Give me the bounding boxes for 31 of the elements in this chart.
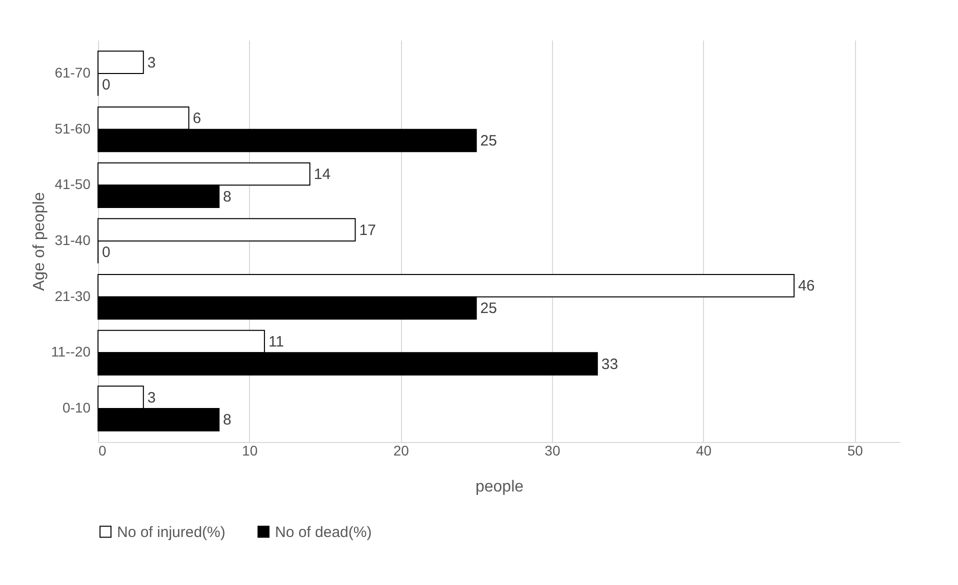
y-tick-label: 11--20: [51, 344, 91, 360]
x-axis-title: people: [475, 478, 524, 496]
y-axis-title: Age of people: [31, 192, 48, 291]
x-tick-label: 20: [393, 442, 410, 458]
x-tick-label: 30: [544, 442, 560, 458]
data-label: 25: [480, 132, 497, 150]
data-label: 3: [147, 389, 156, 406]
x-tick-label: 0: [98, 442, 106, 458]
x-tick-label: 50: [847, 442, 864, 458]
data-label: 11: [268, 334, 284, 350]
data-label: 3: [147, 54, 156, 72]
y-tick-label: 21-30: [54, 288, 91, 304]
y-tick-label: 51-60: [54, 120, 91, 136]
data-label: 25: [480, 300, 497, 317]
x-tick-label: 40: [696, 442, 712, 458]
y-tick-label: 0-10: [62, 400, 91, 416]
data-label: 33: [601, 356, 618, 373]
data-label: 0: [102, 76, 110, 94]
data-label: 8: [223, 412, 232, 429]
x-tick-label: 10: [242, 442, 258, 458]
data-label: 14: [314, 166, 331, 183]
y-tick-label: 31-40: [54, 232, 91, 248]
y-tick-label: 61-70: [54, 64, 91, 80]
data-label: 17: [359, 222, 376, 239]
data-label: 6: [192, 110, 202, 128]
data-label: 46: [798, 278, 815, 295]
legend-label: No of dead(%): [275, 524, 372, 541]
data-label: 0: [102, 244, 110, 262]
legend-label: No of injured(%): [117, 524, 226, 541]
data-label: 8: [223, 188, 232, 206]
y-tick-label: 41-50: [54, 176, 91, 192]
